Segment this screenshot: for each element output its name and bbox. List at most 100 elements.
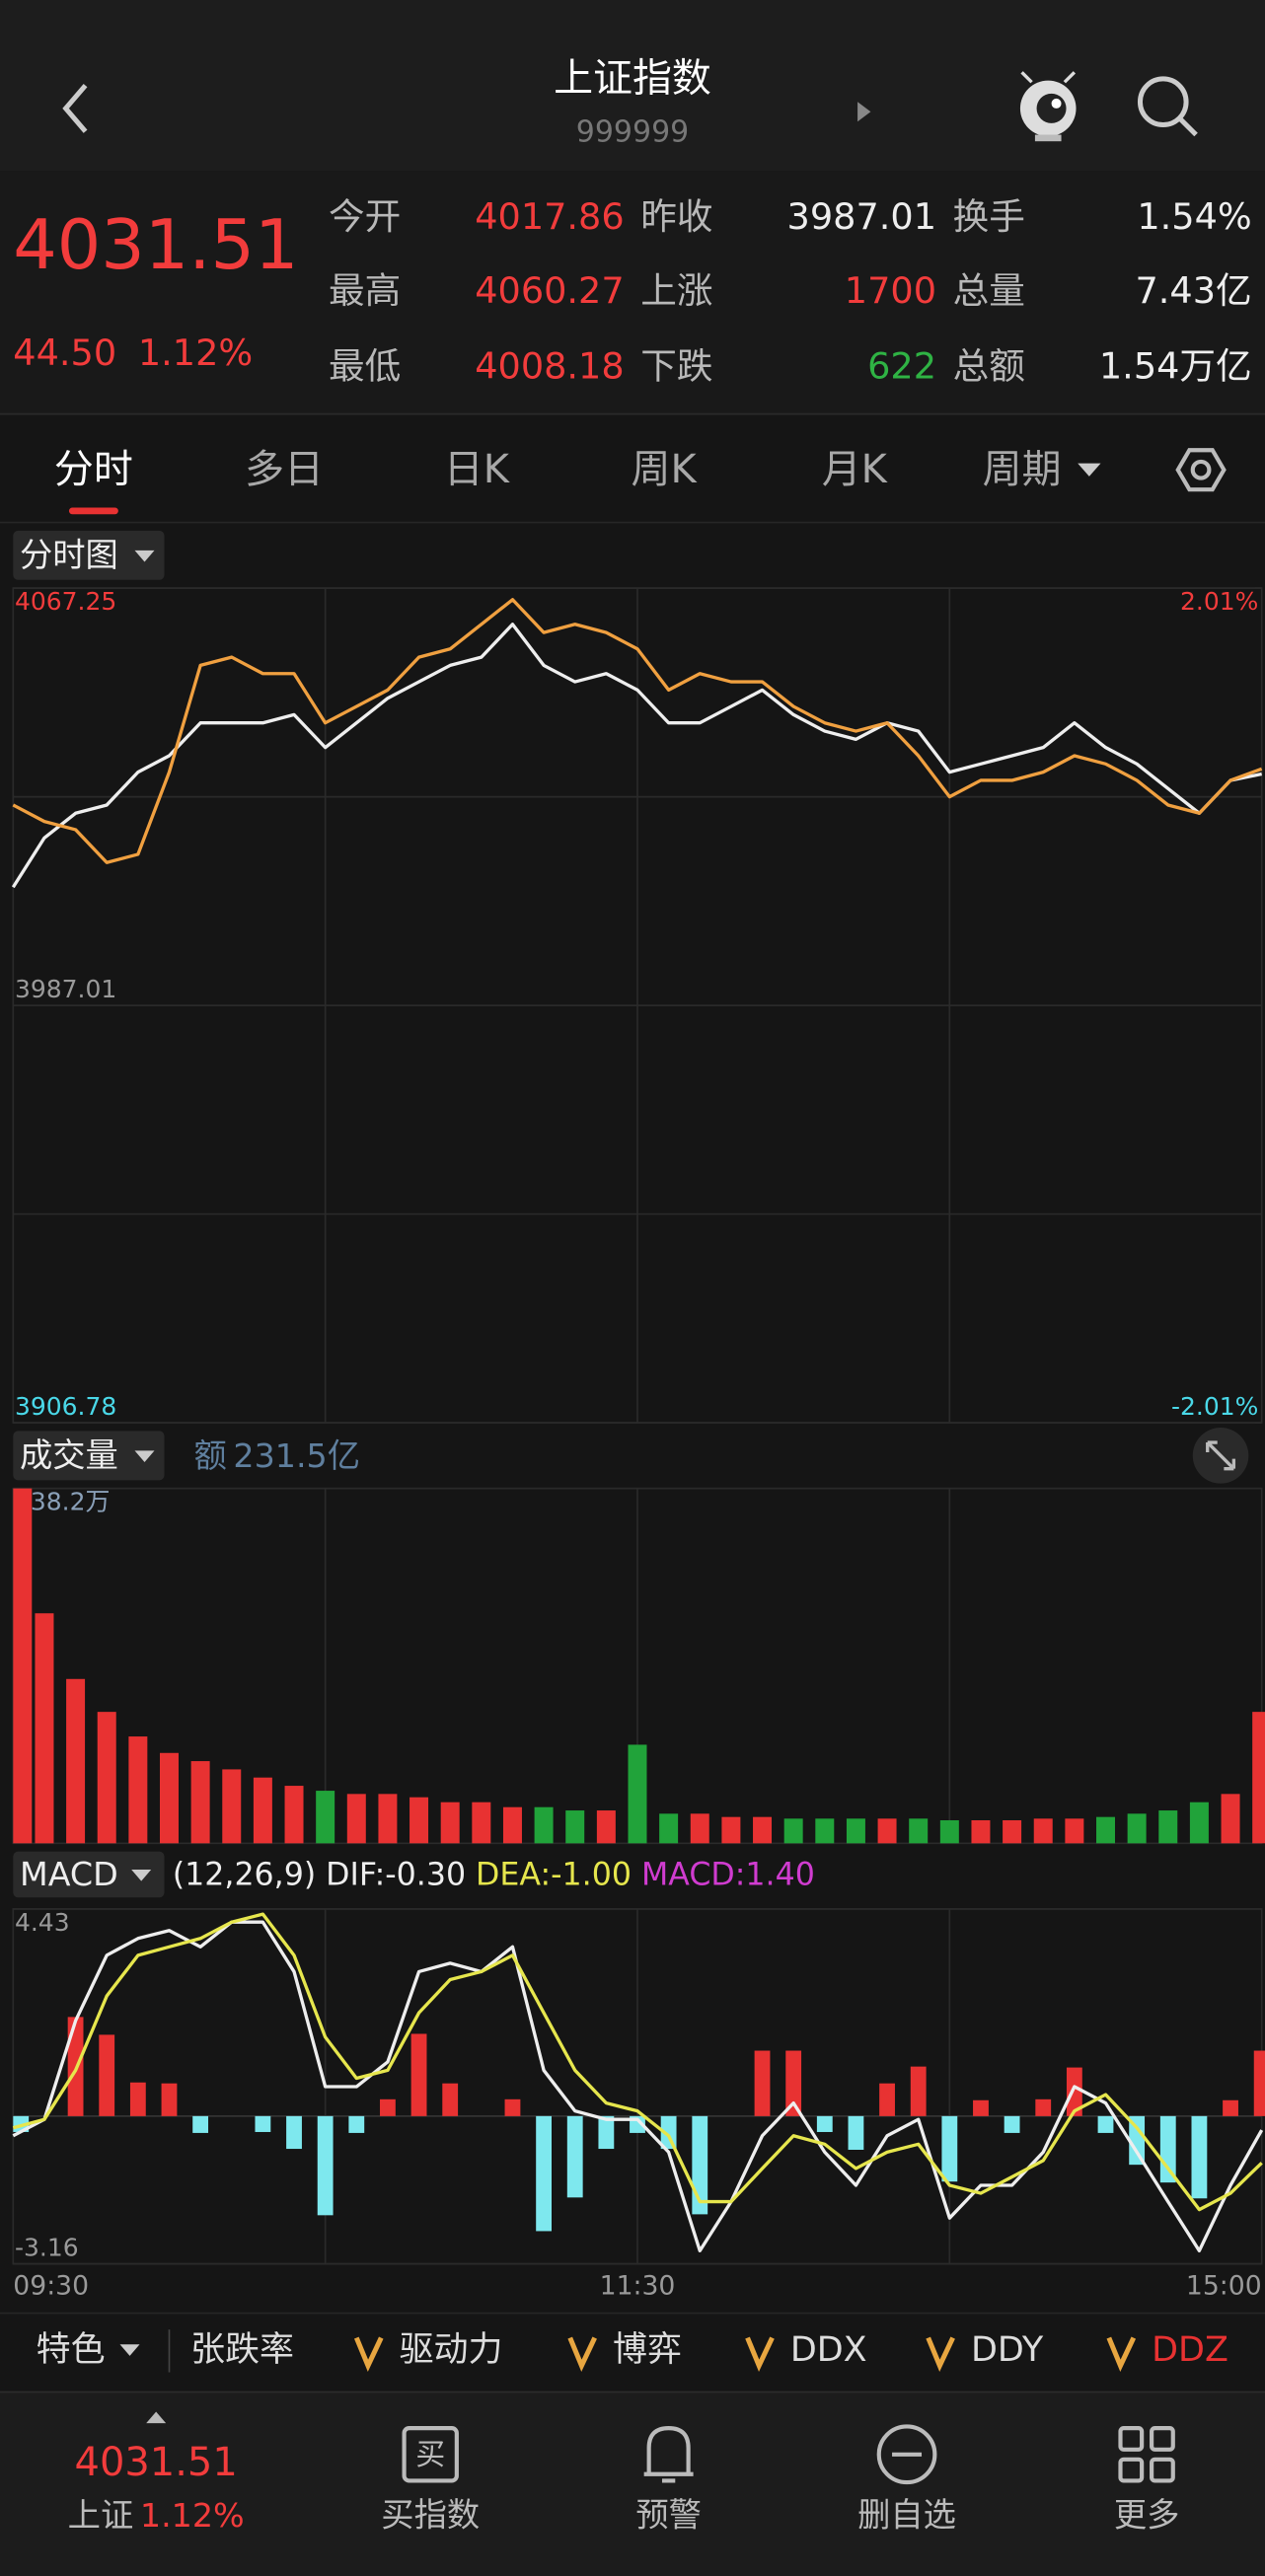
dropdown-arrow — [134, 550, 155, 562]
nav-item[interactable]: 删自选 — [857, 2496, 956, 2535]
v-icon — [745, 2336, 775, 2373]
volume-bar — [1221, 1794, 1240, 1844]
settings-icon[interactable] — [1175, 448, 1227, 492]
field-label: 昨收 — [640, 195, 712, 238]
next-arrow[interactable] — [857, 102, 871, 122]
amount-label: 额 — [193, 1436, 226, 1475]
volume-bar — [783, 1818, 803, 1844]
buy-icon[interactable] — [402, 2426, 459, 2483]
quote-panel — [0, 171, 1265, 414]
dea-readout: DEA:-1.00 — [476, 1858, 632, 1893]
volume-bar — [659, 1813, 679, 1844]
expand-arrow[interactable] — [146, 2411, 167, 2424]
chart-selector[interactable]: MACD — [20, 1855, 118, 1893]
field-value: 3987.01 — [787, 195, 936, 238]
volume-bar — [66, 1678, 86, 1844]
volume-bar — [190, 1761, 210, 1844]
volume-bar — [721, 1816, 741, 1844]
charts: 3906.783987.014067.25-2.01%2.01%538.2万-3… — [11, 587, 1265, 2301]
macd-params: (12,26,9) — [173, 1858, 316, 1893]
antenna — [1063, 71, 1077, 84]
y-tick-label: 4.43 — [15, 1908, 70, 1937]
amount-readout: 额 231.5亿 — [193, 1436, 360, 1475]
tab[interactable]: 周K — [632, 447, 699, 492]
tab[interactable]: 周期 — [983, 447, 1062, 492]
volume-bar — [159, 1752, 179, 1844]
search-icon[interactable] — [1137, 76, 1198, 137]
tab[interactable]: 分时 — [54, 447, 133, 492]
expand-arrows — [1206, 1440, 1236, 1471]
remove-icon[interactable] — [876, 2424, 937, 2485]
macd-bar — [879, 2083, 895, 2116]
x-tick-label: 15:00 — [1186, 2270, 1262, 2301]
macd-bar — [161, 2083, 178, 2116]
y-tick-label: -3.16 — [15, 2234, 79, 2262]
volume-bar — [971, 1820, 991, 1844]
indicator-tab[interactable]: 驱动力 — [400, 2330, 503, 2370]
more-icon[interactable] — [1118, 2426, 1175, 2483]
macd-bar — [1191, 2115, 1208, 2199]
macd-bar — [442, 2083, 459, 2116]
macd-bar — [255, 2115, 271, 2132]
grid-cell — [1150, 2457, 1175, 2483]
field-value: 4008.18 — [475, 344, 624, 387]
field-label: 最高 — [329, 269, 401, 312]
macd-bar — [1129, 2115, 1146, 2166]
field-label: 上涨 — [640, 269, 712, 312]
indicator-tab[interactable]: DDY — [971, 2330, 1044, 2370]
volume-bar — [939, 1820, 959, 1844]
indicator-tab[interactable]: 张跌率 — [190, 2330, 294, 2370]
assistant-icon[interactable] — [1019, 71, 1077, 142]
y-tick-label: 4067.25 — [15, 587, 116, 616]
volume-bar — [253, 1777, 272, 1844]
expand-icon[interactable] — [1192, 1428, 1249, 1484]
grid-cell — [1118, 2426, 1145, 2452]
selector-box[interactable] — [13, 530, 165, 580]
indicator-tab[interactable]: DDX — [790, 2330, 867, 2370]
back-button[interactable] — [62, 83, 88, 133]
indicator-tab[interactable]: DDZ — [1152, 2330, 1228, 2370]
tab[interactable]: 月K — [822, 447, 889, 492]
indicator-tab[interactable]: 特色 — [37, 2330, 106, 2370]
antenna — [1020, 71, 1033, 84]
tab[interactable]: 多日 — [245, 447, 324, 492]
nav-quote[interactable]: 上证 1.12% — [68, 2496, 245, 2535]
macd-bar — [598, 2115, 615, 2150]
chart-selector[interactable]: 成交量 — [20, 1436, 118, 1475]
selector-box[interactable] — [13, 1431, 165, 1481]
tab-indicator — [68, 507, 118, 515]
macd-bar — [1035, 2098, 1052, 2116]
macd-bar — [410, 2033, 427, 2116]
indicator-tab[interactable]: 博弈 — [613, 2330, 682, 2370]
nav-item[interactable]: 更多 — [1114, 2496, 1180, 2535]
series-line — [12, 1912, 1263, 2212]
nav-price[interactable]: 4031.51 — [75, 2440, 238, 2485]
volume-bar — [846, 1818, 865, 1844]
macd-bar — [848, 2115, 864, 2150]
selector-box[interactable] — [13, 1851, 165, 1898]
nav-item[interactable]: 预警 — [635, 2496, 702, 2535]
stand — [1034, 134, 1062, 142]
macd-bar — [286, 2115, 302, 2150]
macd-bar — [380, 2098, 396, 2116]
dropdown-arrow — [134, 1450, 155, 1463]
lens — [1137, 76, 1189, 128]
field-value: 4017.86 — [475, 195, 624, 238]
macd-bar — [1159, 2115, 1176, 2183]
tab[interactable]: 日K — [444, 447, 511, 492]
volume-bar — [690, 1813, 709, 1844]
bell-icon[interactable] — [643, 2426, 694, 2483]
bottom-nav — [0, 2392, 1265, 2576]
volume-bar — [565, 1810, 585, 1844]
x-tick-label: 09:30 — [13, 2270, 89, 2301]
field-label: 总额 — [953, 344, 1025, 387]
macd-bar — [754, 2050, 771, 2116]
macd-bar — [317, 2115, 334, 2216]
change-pct: 1.12% — [138, 331, 253, 374]
amount-value: 231.5亿 — [233, 1436, 360, 1475]
macd-bar — [348, 2115, 365, 2133]
nav-item[interactable]: 买指数 — [381, 2496, 480, 2535]
field-label: 换手 — [953, 195, 1025, 238]
chart-selector[interactable]: 分时图 — [20, 536, 118, 574]
nav-name: 上证 — [68, 2496, 134, 2535]
